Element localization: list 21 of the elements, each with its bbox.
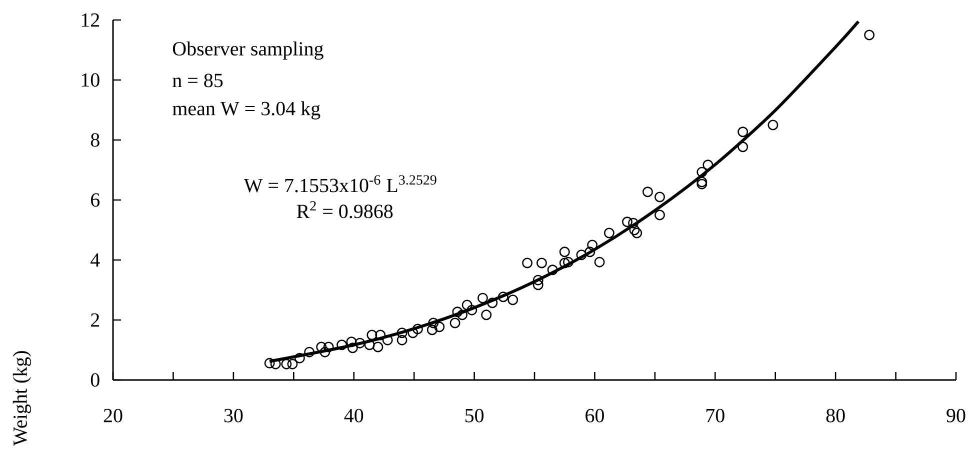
y-tick-label: 2	[91, 313, 100, 327]
y-tick-label: 12	[82, 13, 100, 27]
x-tick-label: 50	[465, 408, 484, 422]
annotation: W = 7.1553x10$^{-6}$ L$^{3.2529}$	[244, 175, 436, 192]
annotation: mean W = 3.04 kg	[172, 101, 320, 120]
x-tick-label: 70	[706, 408, 724, 422]
x-tick-label: 40	[344, 408, 364, 422]
y-tick-label: 8	[90, 133, 100, 147]
annotation: Observer sampling	[172, 41, 324, 60]
y-tick-label: 10	[82, 73, 100, 87]
x-tick-label: 30	[224, 408, 243, 422]
x-tick-label: 20	[104, 408, 122, 422]
y-tick-label: 4	[90, 253, 100, 267]
annotation: n = 85	[172, 74, 223, 88]
x-tick-label: 60	[586, 408, 604, 422]
annotation: R$^{2}$ = 0.9868	[296, 201, 393, 218]
x-tick-label: 90	[946, 408, 966, 422]
y-tick-label: 0	[90, 373, 100, 387]
y-tick-label: 6	[91, 193, 100, 207]
x-tick-label: 80	[826, 408, 845, 422]
y-axis-title: Weight (kg)	[12, 351, 32, 446]
